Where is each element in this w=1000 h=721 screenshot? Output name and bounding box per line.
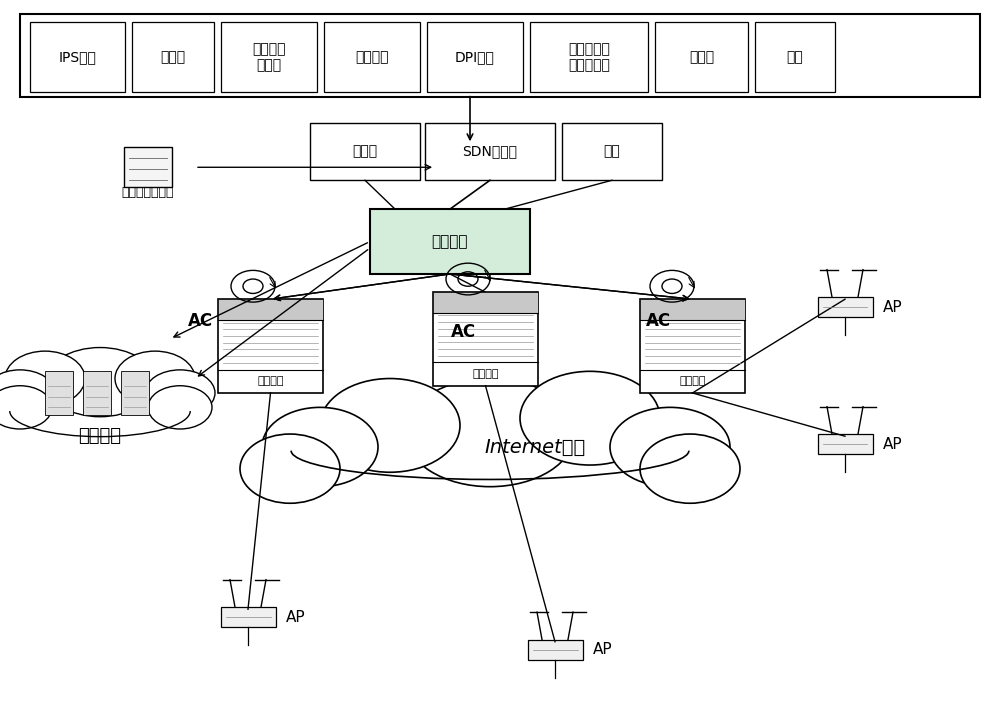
Text: 数据平面: 数据平面 (679, 376, 706, 386)
Text: 监控器: 监控器 (352, 144, 378, 159)
Text: AC: AC (645, 312, 671, 329)
FancyBboxPatch shape (218, 299, 323, 393)
Text: 数据平面: 数据平面 (472, 368, 499, 379)
Ellipse shape (0, 370, 55, 416)
FancyBboxPatch shape (83, 371, 111, 415)
Ellipse shape (45, 348, 155, 417)
FancyBboxPatch shape (427, 22, 523, 92)
FancyBboxPatch shape (528, 640, 583, 660)
FancyBboxPatch shape (30, 22, 125, 92)
Ellipse shape (115, 351, 195, 406)
Text: Internet网络: Internet网络 (484, 438, 586, 456)
FancyBboxPatch shape (640, 299, 745, 393)
Ellipse shape (640, 434, 740, 503)
Text: 服务质量: 服务质量 (355, 50, 389, 64)
FancyBboxPatch shape (818, 434, 872, 454)
FancyBboxPatch shape (20, 14, 980, 97)
Ellipse shape (148, 386, 212, 429)
FancyBboxPatch shape (124, 147, 172, 187)
FancyBboxPatch shape (530, 22, 648, 92)
FancyBboxPatch shape (433, 292, 538, 313)
FancyBboxPatch shape (640, 299, 745, 320)
Text: 模拟数字
转换器: 模拟数字 转换器 (252, 42, 286, 72)
Ellipse shape (5, 355, 195, 438)
Text: 位置: 位置 (787, 50, 803, 64)
Ellipse shape (145, 370, 215, 416)
FancyBboxPatch shape (425, 123, 555, 180)
Text: DPI接口: DPI接口 (455, 50, 495, 64)
Ellipse shape (320, 379, 460, 472)
Ellipse shape (262, 407, 378, 487)
Ellipse shape (520, 371, 660, 465)
Ellipse shape (0, 386, 52, 429)
FancyBboxPatch shape (45, 371, 73, 415)
Text: AP: AP (883, 437, 903, 451)
Text: AP: AP (883, 300, 903, 314)
FancyBboxPatch shape (218, 299, 323, 320)
Text: 控制中心: 控制中心 (432, 234, 468, 249)
Text: 应用: 应用 (604, 144, 620, 159)
FancyBboxPatch shape (121, 371, 149, 415)
FancyBboxPatch shape (220, 607, 276, 627)
FancyBboxPatch shape (433, 292, 538, 386)
Text: AC: AC (187, 312, 213, 329)
Text: 云计算管理平台: 云计算管理平台 (122, 186, 174, 199)
FancyBboxPatch shape (310, 123, 420, 180)
Text: AP: AP (286, 610, 306, 624)
FancyBboxPatch shape (370, 209, 530, 274)
FancyBboxPatch shape (132, 22, 214, 92)
Text: 防火墙: 防火墙 (160, 50, 186, 64)
FancyBboxPatch shape (324, 22, 420, 92)
Text: 数据中心: 数据中心 (78, 428, 122, 445)
FancyBboxPatch shape (655, 22, 748, 92)
FancyBboxPatch shape (221, 22, 317, 92)
Text: AP: AP (593, 642, 613, 657)
Text: AC: AC (450, 323, 476, 340)
FancyBboxPatch shape (818, 297, 872, 317)
Text: SDN控制器: SDN控制器 (462, 144, 518, 159)
FancyBboxPatch shape (755, 22, 835, 92)
Text: 运营商级网
络地址解析: 运营商级网 络地址解析 (568, 42, 610, 72)
FancyBboxPatch shape (562, 123, 662, 180)
Ellipse shape (5, 351, 85, 406)
Ellipse shape (610, 407, 730, 487)
Text: 数据平面: 数据平面 (257, 376, 284, 386)
Ellipse shape (405, 379, 575, 487)
Ellipse shape (240, 434, 340, 503)
Ellipse shape (286, 400, 694, 494)
Text: IPS屏幕: IPS屏幕 (59, 50, 96, 64)
Text: 路由器: 路由器 (689, 50, 714, 64)
